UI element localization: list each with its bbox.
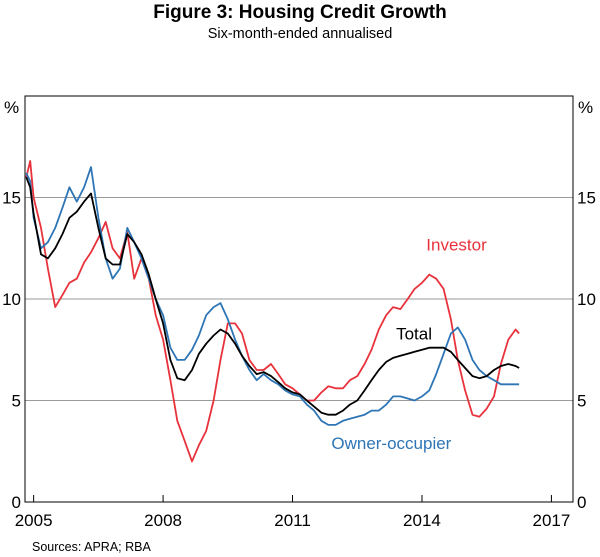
y-tick-right-10: 10 — [577, 290, 596, 309]
chart-subtitle: Six-month-ended annualised — [208, 26, 393, 42]
y-tick-left-15: 15 — [2, 189, 21, 208]
y-tick-left-0: 0 — [12, 493, 21, 512]
y-tick-left-10: 10 — [2, 290, 21, 309]
series-lines — [25, 160, 520, 463]
gridlines — [25, 197, 573, 401]
series-labels: Investor Owner-occupier Total — [331, 235, 487, 453]
x-tick-2014: 2014 — [403, 511, 441, 530]
x-tick-2017: 2017 — [533, 511, 571, 530]
x-tick-2011: 2011 — [274, 511, 311, 530]
series-label-investor: Investor — [426, 235, 487, 254]
y-unit-left: % — [4, 98, 19, 117]
x-tick-2008: 2008 — [144, 511, 182, 530]
chart-title: Figure 3: Housing Credit Growth — [153, 2, 446, 23]
y-tick-right-5: 5 — [577, 392, 586, 411]
y-tick-right-0: 0 — [577, 493, 586, 512]
source-note: Sources: APRA; RBA — [32, 540, 151, 554]
y-unit-right: % — [578, 98, 593, 117]
plot-frame — [24, 95, 574, 503]
x-tick-2005: 2005 — [15, 511, 53, 530]
x-tick-labels: 2005 2008 2011 2014 2017 — [15, 495, 571, 530]
y-tick-right-15: 15 — [577, 189, 596, 208]
series-label-total: Total — [396, 325, 432, 344]
series-line-investor — [25, 160, 520, 463]
series-label-owner-occupier: Owner-occupier — [331, 434, 451, 453]
y-tick-labels: 0 0 5 5 10 10 15 15 — [2, 189, 596, 513]
series-line-total — [25, 176, 520, 416]
y-tick-left-5: 5 — [12, 392, 21, 411]
